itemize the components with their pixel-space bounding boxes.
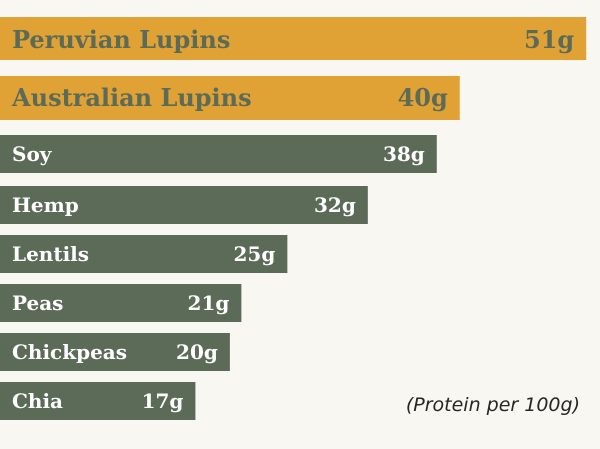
bar-label: Peruvian Lupins [12, 25, 230, 54]
chart-note: (Protein per 100g) [405, 394, 580, 416]
bar-group: Peruvian Lupins 51g [0, 17, 587, 60]
bar-value-label: 25g [234, 242, 276, 266]
bar [0, 17, 587, 60]
bar [0, 235, 288, 273]
bar-group: Australian Lupins 40g [0, 76, 460, 120]
bar-label: Chia [12, 389, 63, 413]
bar-group: Hemp 32g [0, 186, 368, 224]
bar-group: Chickpeas 20g [0, 333, 230, 371]
bar-value-label: 21g [188, 291, 230, 315]
bar [0, 382, 196, 420]
bar-label: Peas [12, 291, 63, 315]
bar [0, 333, 230, 371]
bar-value-label: 51g [524, 25, 574, 54]
bar [0, 186, 368, 224]
bar-group: Lentils 25g [0, 235, 288, 273]
bar-label: Australian Lupins [11, 83, 252, 112]
bar-value-label: 17g [142, 389, 184, 413]
bar-label: Hemp [12, 193, 79, 217]
bar [0, 284, 242, 322]
bar [0, 76, 460, 120]
bar-group: Chia 17g [0, 382, 196, 420]
bar-value-label: 32g [314, 193, 356, 217]
bar-value-label: 20g [176, 340, 218, 364]
bar [0, 135, 437, 173]
bar-label: Lentils [12, 242, 89, 266]
bar-label: Chickpeas [12, 340, 127, 364]
bar-value-label: 38g [383, 142, 425, 166]
bar-label: Soy [12, 142, 53, 166]
bar-group: Soy 38g [0, 135, 437, 173]
bar-group: Peas 21g [0, 284, 242, 322]
bar-value-label: 40g [398, 83, 448, 112]
